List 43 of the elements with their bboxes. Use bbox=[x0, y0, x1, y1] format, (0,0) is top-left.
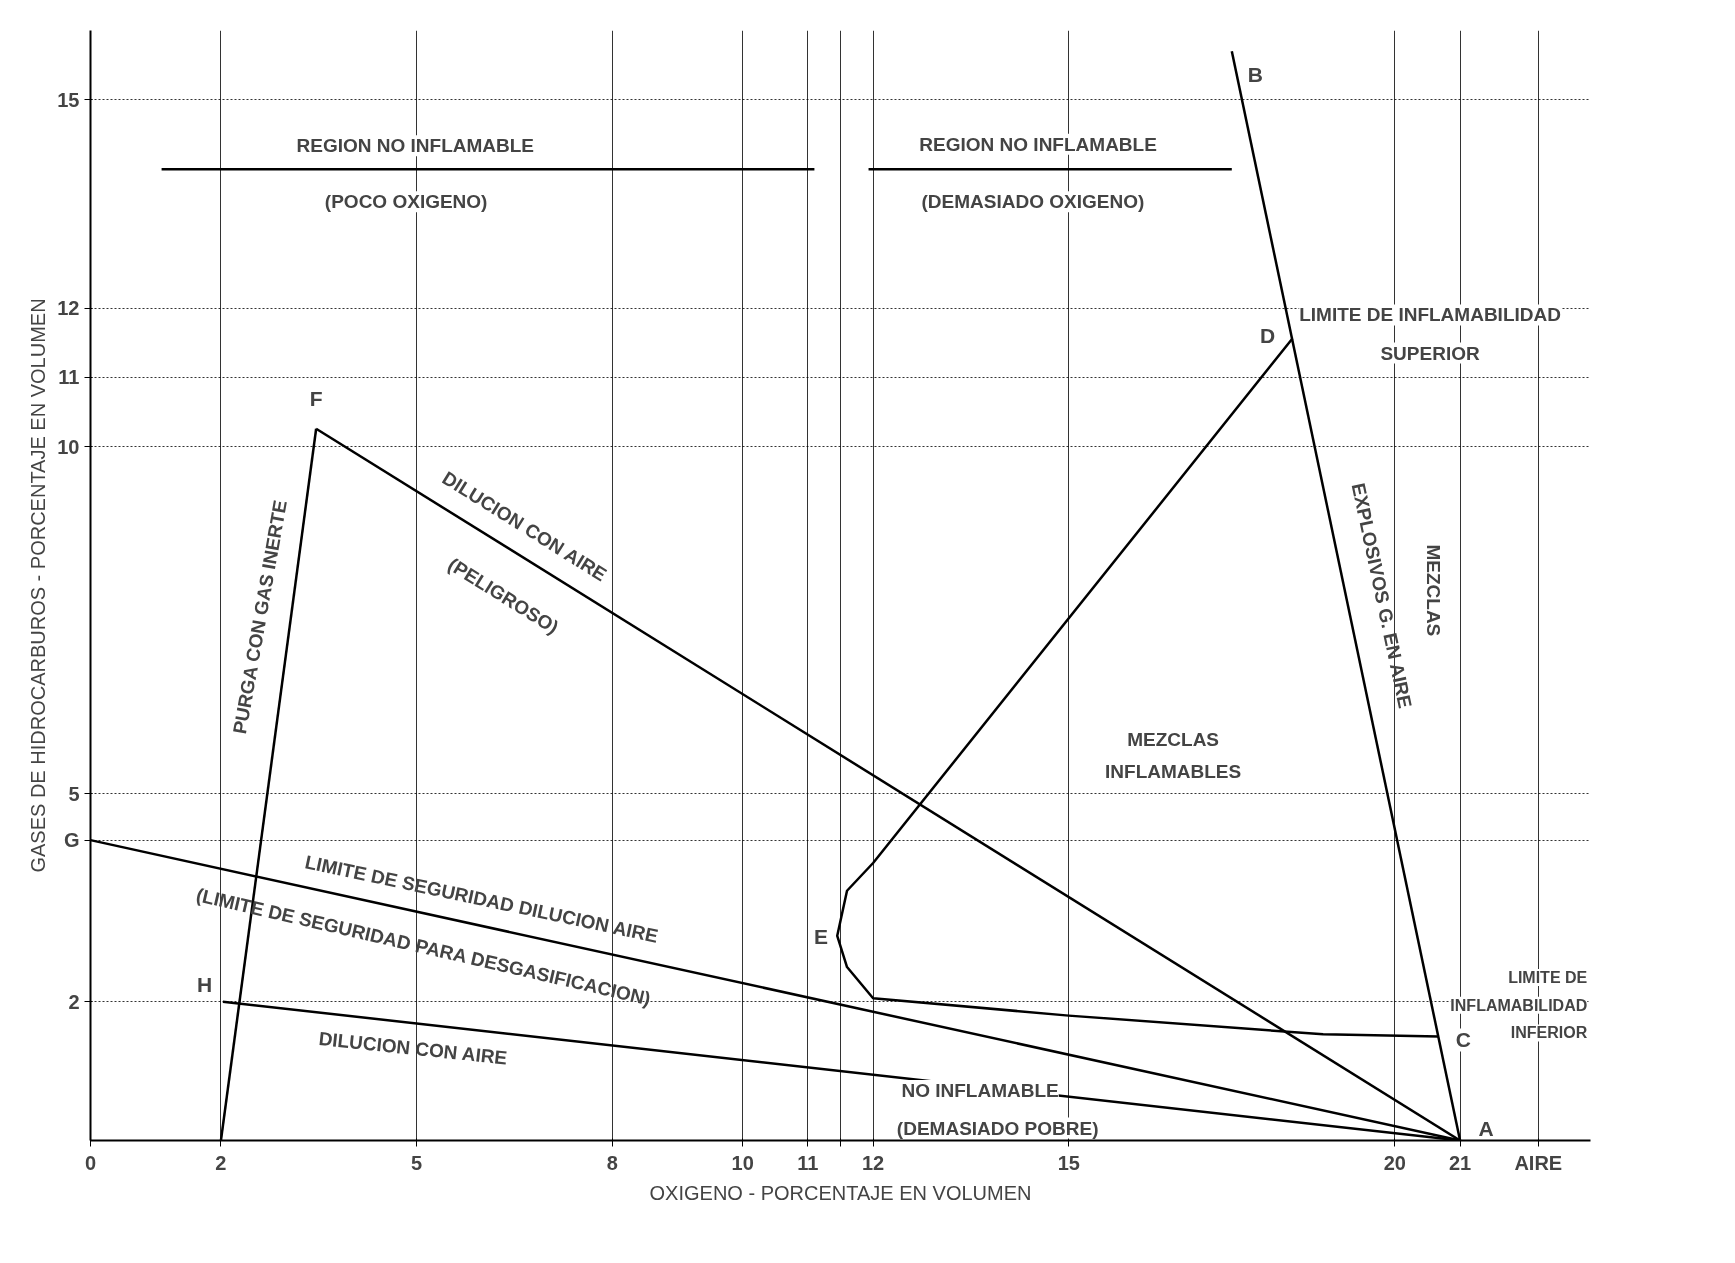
annotation: B bbox=[1247, 62, 1263, 86]
x-axis-title: OXIGENO - PORCENTAJE EN VOLUMEN bbox=[649, 1181, 1032, 1204]
x-tick-label: 15 bbox=[1057, 1151, 1080, 1174]
x-tick-label: 8 bbox=[606, 1151, 618, 1174]
annotation: H bbox=[197, 972, 213, 996]
annotation: E bbox=[813, 925, 828, 949]
y-tick-label: 12 bbox=[57, 297, 80, 319]
y-tick-label: 15 bbox=[57, 88, 80, 111]
annotation: MEZCLAS bbox=[1127, 729, 1220, 751]
annotation: REGION NO INFLAMABLE bbox=[919, 133, 1157, 155]
y-tick-label: 10 bbox=[57, 435, 80, 458]
x-tick-label: 5 bbox=[411, 1151, 423, 1174]
annotation: (DEMASIADO POBRE) bbox=[896, 1117, 1099, 1139]
annotation: NO INFLAMABLE bbox=[901, 1080, 1059, 1102]
y-tick-label: 5 bbox=[68, 782, 80, 805]
annotation: D bbox=[1260, 324, 1276, 348]
annotation: LIMITE DE INFLAMABILIDAD bbox=[1299, 304, 1561, 326]
annotation: F bbox=[309, 387, 323, 411]
annotation: INFLAMABILIDAD bbox=[1450, 996, 1588, 1014]
x-tick-label: 21 bbox=[1448, 1151, 1472, 1174]
y-tick-label: G bbox=[63, 829, 80, 852]
y-tick-label: 2 bbox=[68, 990, 80, 1013]
x-tick-label: 10 bbox=[731, 1151, 754, 1174]
annotation: LIMITE DE bbox=[1508, 968, 1588, 986]
annotation: (POCO OXIGENO) bbox=[324, 191, 488, 213]
annotation: REGION NO INFLAMABLE bbox=[296, 135, 535, 157]
annotation: (DEMASIADO OXIGENO) bbox=[921, 191, 1145, 213]
x-tick-label: 11 bbox=[797, 1151, 819, 1174]
x-tick-label: 20 bbox=[1383, 1151, 1406, 1174]
annotation: DILUCION CON AIRE bbox=[317, 1027, 509, 1069]
annotation: INFERIOR bbox=[1510, 1024, 1588, 1042]
x-tick-label: 2 bbox=[215, 1151, 227, 1174]
annotation: INFLAMABLES bbox=[1105, 760, 1242, 782]
annotation: A bbox=[1478, 1116, 1494, 1140]
annotation: PURGA CON GAS INERTE bbox=[229, 498, 291, 736]
annotation: MEZCLAS bbox=[1423, 544, 1445, 637]
y-axis-title: GASES DE HIDROCARBUROS - PORCENTAJE EN VOLUMEN bbox=[27, 298, 50, 873]
annotation: C bbox=[1455, 1028, 1471, 1052]
x-tick-label: 12 bbox=[861, 1151, 885, 1174]
x-tick-label: 0 bbox=[84, 1151, 97, 1174]
annotation: SUPERIOR bbox=[1380, 342, 1480, 364]
x-tick-label: AIRE bbox=[1514, 1151, 1563, 1174]
y-tick-label: 11 bbox=[58, 366, 80, 389]
